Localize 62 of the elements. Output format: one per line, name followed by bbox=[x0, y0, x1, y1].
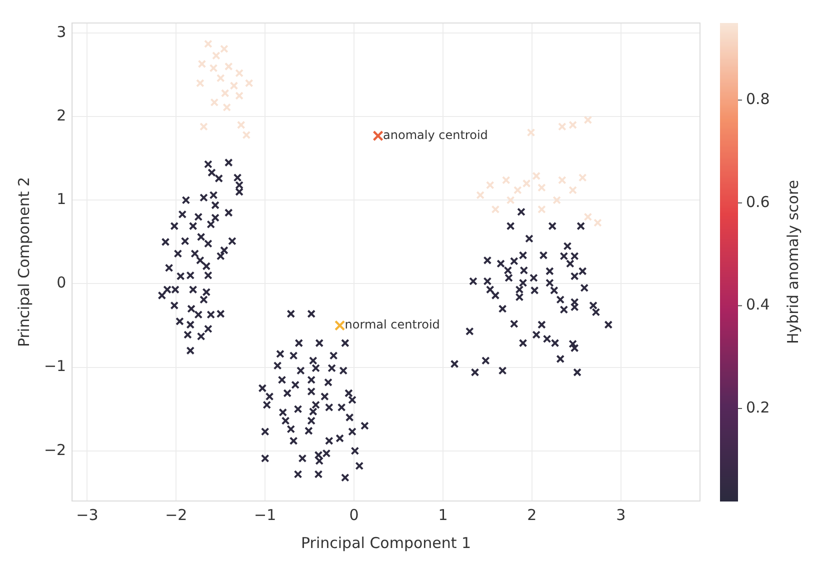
point bbox=[538, 205, 546, 214]
y-tick-label: −1 bbox=[44, 357, 66, 376]
color-bar-title: Hybrid anomaly score bbox=[784, 180, 802, 344]
annotation: normal centroid bbox=[344, 318, 440, 332]
color-bar-label: 0.4 bbox=[746, 296, 770, 314]
y-axis-title: Principal Component 2 bbox=[14, 176, 33, 348]
point bbox=[235, 68, 244, 78]
x-tick-label: 2 bbox=[527, 506, 537, 524]
point bbox=[558, 176, 566, 184]
x-tick-label: −1 bbox=[254, 506, 276, 524]
point bbox=[235, 92, 244, 100]
point bbox=[220, 44, 228, 54]
point bbox=[506, 196, 515, 204]
point bbox=[538, 183, 546, 192]
point bbox=[200, 122, 208, 131]
point bbox=[209, 64, 218, 72]
point bbox=[584, 212, 592, 222]
point bbox=[584, 116, 592, 124]
point bbox=[558, 122, 566, 131]
y-tick-label: 0 bbox=[56, 274, 66, 292]
point bbox=[502, 176, 510, 184]
y-tick-label: 3 bbox=[56, 22, 66, 41]
point bbox=[532, 172, 541, 180]
point bbox=[522, 179, 531, 188]
point bbox=[334, 320, 346, 331]
y-tick-label: −2 bbox=[44, 440, 66, 459]
y-tick-label: 2 bbox=[56, 106, 66, 124]
point bbox=[212, 51, 220, 60]
color-bar-label: 0.8 bbox=[746, 90, 770, 108]
point bbox=[236, 120, 246, 130]
point bbox=[196, 78, 204, 88]
point bbox=[594, 218, 602, 227]
point bbox=[222, 103, 232, 112]
point bbox=[578, 173, 587, 182]
point bbox=[552, 196, 561, 204]
point bbox=[526, 128, 536, 137]
point bbox=[224, 62, 233, 71]
x-axis-title: Principal Component 1 bbox=[301, 534, 472, 552]
point bbox=[244, 78, 254, 88]
x-tick-label: −3 bbox=[76, 506, 98, 524]
x-tick-label: 3 bbox=[616, 506, 626, 524]
color-bar-label: 0.2 bbox=[746, 398, 770, 416]
point bbox=[220, 89, 230, 98]
x-tick-label: −2 bbox=[165, 506, 188, 524]
point bbox=[204, 40, 212, 48]
annotation: anomaly centroid bbox=[383, 128, 488, 142]
point bbox=[230, 81, 238, 90]
y-tick-label: 1 bbox=[56, 190, 66, 208]
point bbox=[568, 120, 578, 130]
point bbox=[372, 130, 384, 142]
point bbox=[216, 74, 225, 82]
color-bar-label: 0.6 bbox=[746, 192, 770, 211]
point bbox=[476, 190, 485, 200]
x-tick-label: 1 bbox=[438, 506, 448, 524]
point bbox=[514, 186, 522, 194]
point bbox=[568, 186, 578, 194]
x-tick-label: 0 bbox=[349, 506, 359, 524]
point bbox=[210, 98, 219, 107]
point bbox=[486, 180, 494, 190]
point bbox=[491, 205, 500, 214]
point bbox=[198, 60, 206, 68]
point bbox=[242, 130, 251, 140]
